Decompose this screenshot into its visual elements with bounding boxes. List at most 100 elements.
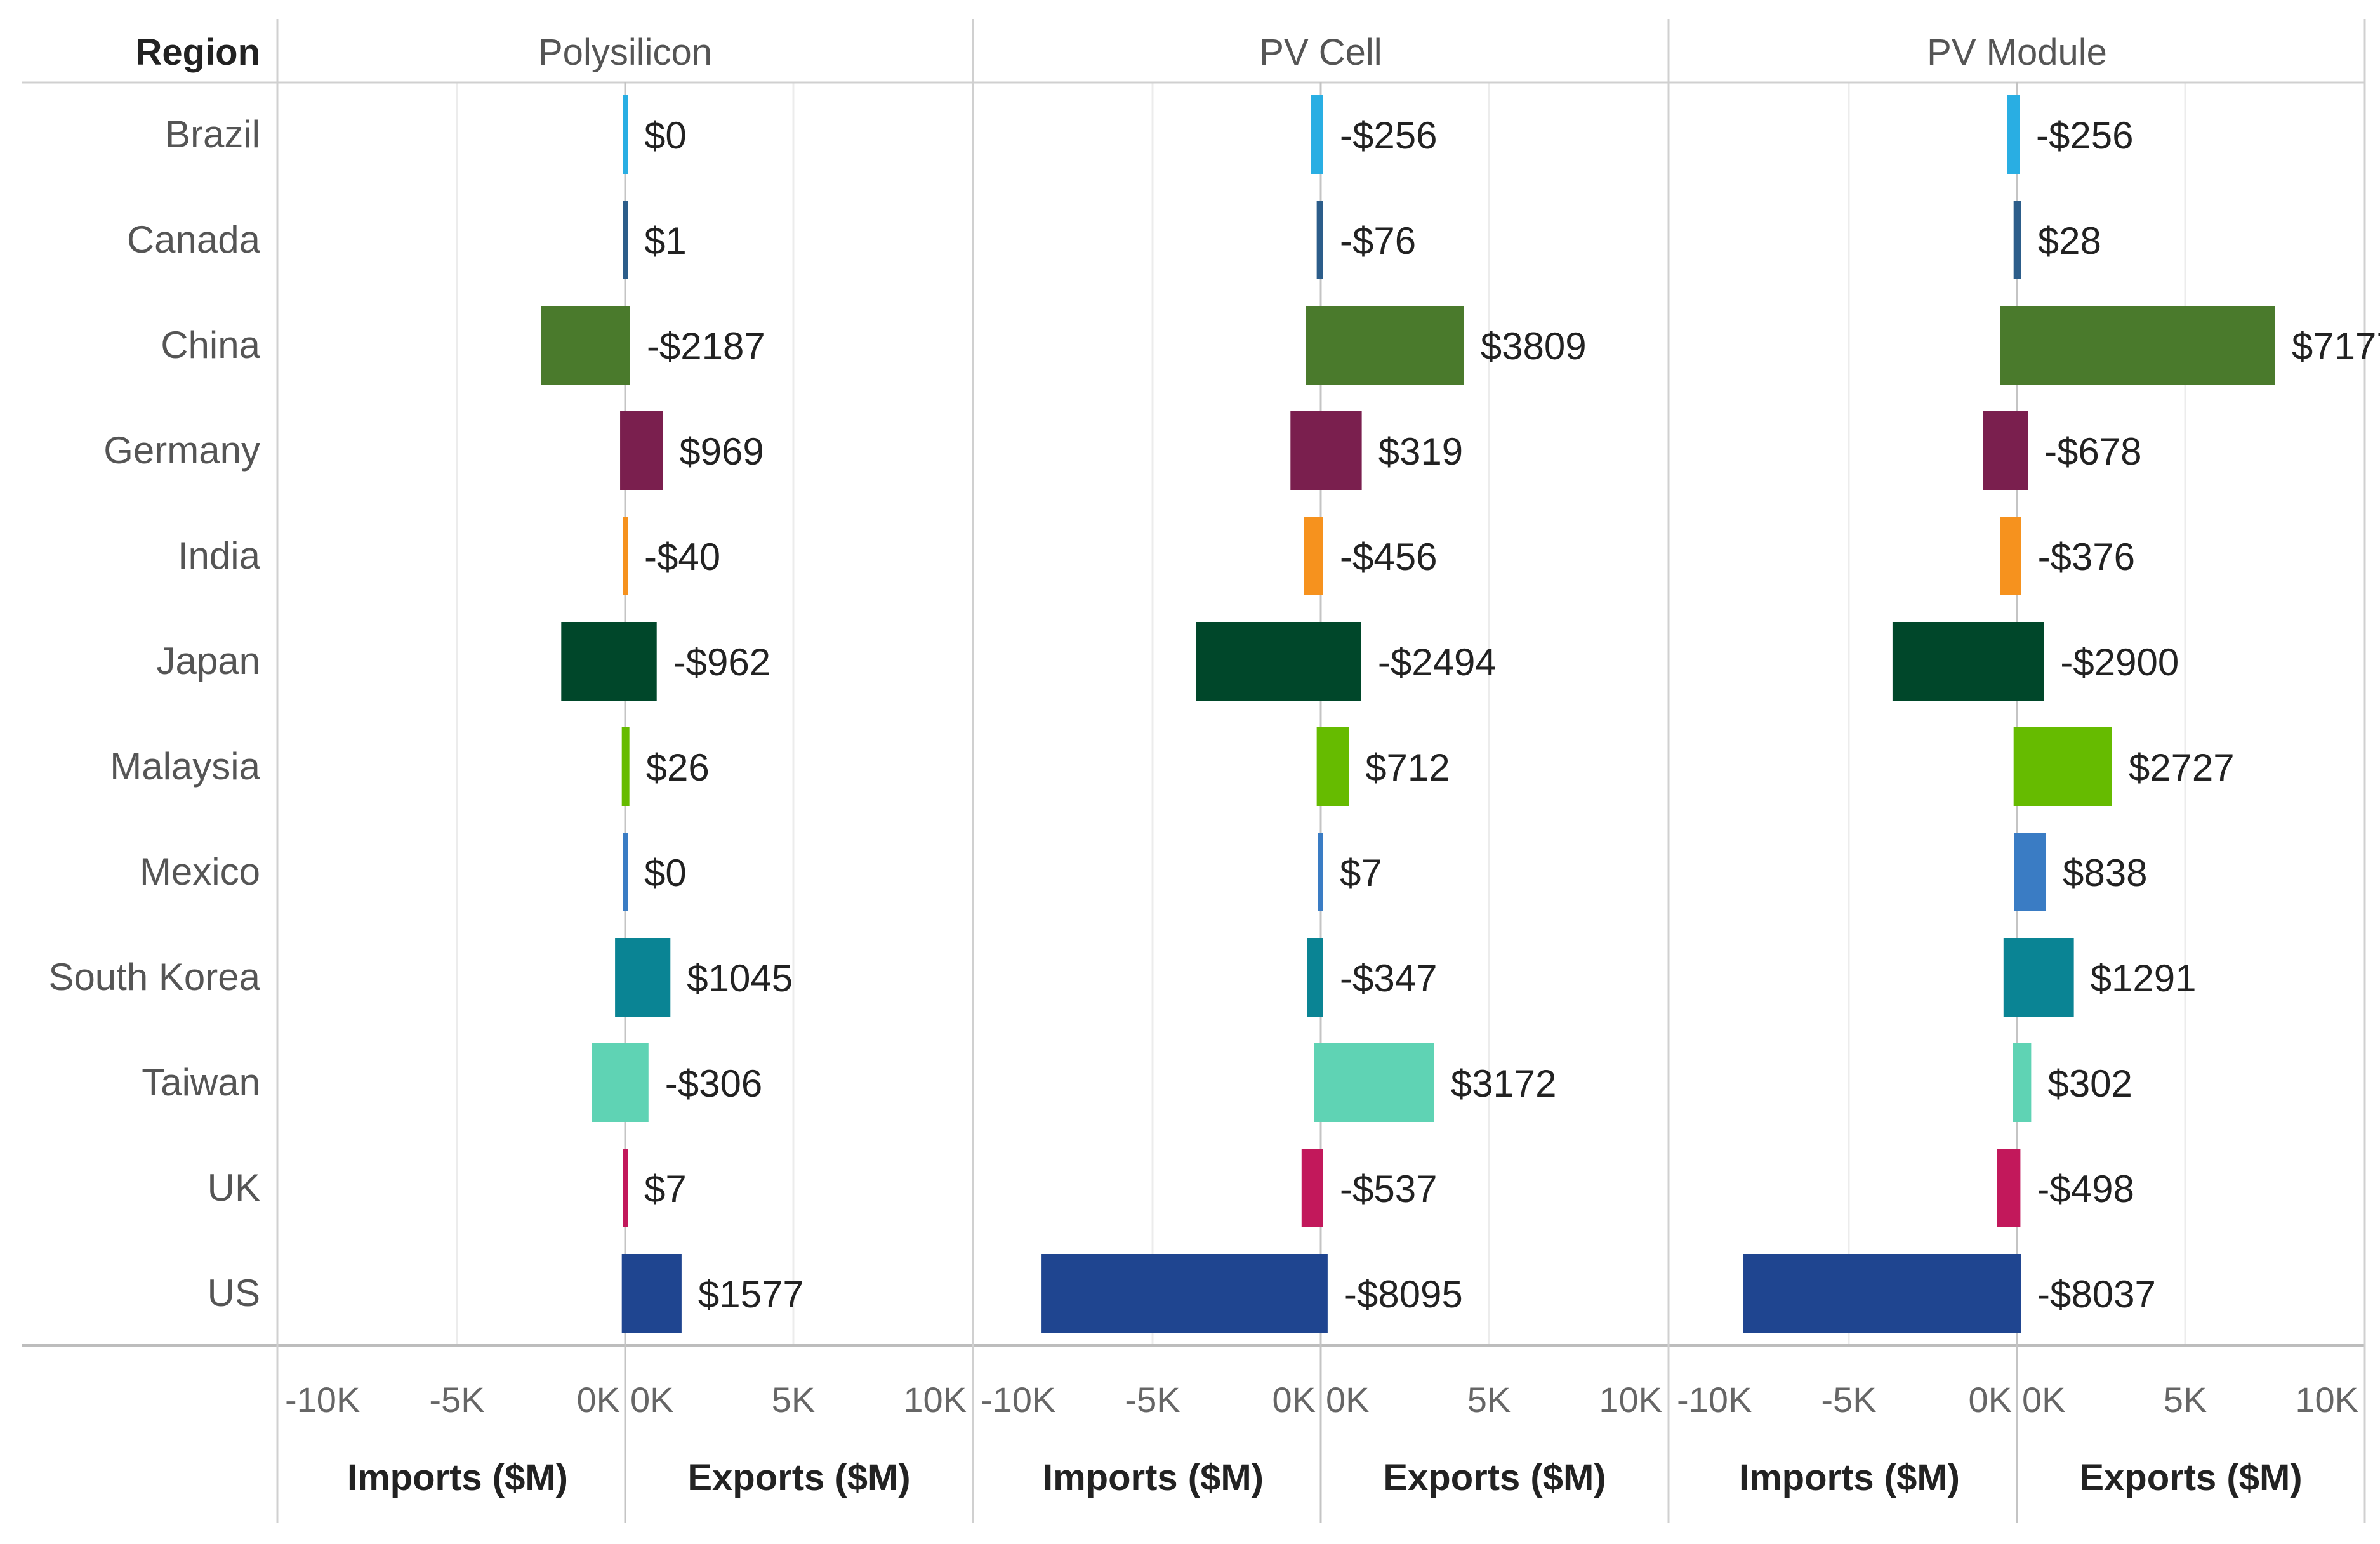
import-bar — [620, 411, 625, 490]
data-label: $0 — [644, 114, 687, 157]
export-bar — [2017, 1149, 2021, 1227]
data-label: $712 — [1365, 746, 1450, 789]
import-bar — [1316, 201, 1321, 279]
data-label: -$76 — [1340, 220, 1416, 262]
export-bar — [1321, 1149, 1323, 1227]
data-label: -$256 — [2036, 114, 2133, 157]
row-label: Canada — [127, 218, 261, 261]
export-bar — [2017, 306, 2275, 385]
export-bar — [2017, 622, 2044, 701]
data-label: -$2187 — [647, 325, 765, 367]
tick-label: -10K — [1677, 1380, 1752, 1420]
export-bar — [2017, 1254, 2021, 1333]
exports-axis-label: Exports ($M) — [1383, 1457, 1606, 1498]
data-label: $1577 — [698, 1273, 804, 1316]
import-bar — [621, 727, 625, 806]
row-label: Brazil — [165, 113, 260, 155]
export-bar — [2017, 833, 2047, 911]
import-bar — [615, 938, 625, 1017]
row-header: Region — [135, 32, 260, 73]
data-label: $7 — [644, 1168, 687, 1210]
export-bar — [625, 1043, 649, 1122]
export-bar — [625, 1149, 628, 1227]
export-bar — [625, 517, 628, 595]
row-label: Japan — [157, 640, 260, 682]
import-bar — [1892, 622, 2017, 701]
panel-title: Polysilicon — [538, 32, 712, 73]
data-label: $0 — [644, 852, 687, 894]
tick-label: -10K — [981, 1380, 1055, 1420]
tick-label: -10K — [285, 1380, 360, 1420]
import-bar — [623, 1149, 625, 1227]
import-bar — [1304, 517, 1321, 595]
import-bar — [2013, 201, 2017, 279]
data-label: $1045 — [687, 957, 793, 1000]
data-label: $7177 — [2292, 325, 2380, 367]
tick-label: 5K — [2164, 1380, 2207, 1420]
export-bar — [625, 95, 628, 174]
export-bar — [2017, 727, 2112, 806]
export-bar — [1321, 95, 1323, 174]
tick-label: -5K — [1821, 1380, 1876, 1420]
tick-label: 0K — [1969, 1380, 2013, 1420]
export-bar — [2017, 938, 2074, 1017]
export-bar — [2017, 201, 2021, 279]
import-bar — [2014, 833, 2017, 911]
export-bar — [625, 727, 630, 806]
data-label: -$962 — [673, 641, 770, 683]
import-bar — [2003, 938, 2017, 1017]
import-bar — [623, 95, 625, 174]
data-label: $969 — [679, 430, 764, 473]
export-bar — [625, 938, 671, 1017]
tick-label: 5K — [1467, 1380, 1511, 1420]
import-bar — [1983, 411, 2017, 490]
data-label: -$678 — [2044, 430, 2141, 473]
export-bar — [625, 833, 628, 911]
export-bar — [625, 201, 628, 279]
data-label: $3172 — [1451, 1062, 1557, 1105]
tick-label: 0K — [1326, 1380, 1370, 1420]
import-bar — [1743, 1254, 2017, 1333]
data-label: -$537 — [1340, 1168, 1437, 1210]
panel-title: PV Cell — [1259, 32, 1382, 73]
export-bar — [1321, 622, 1361, 701]
export-bar — [625, 1254, 682, 1333]
export-bar — [1321, 1043, 1434, 1122]
data-label: -$256 — [1340, 114, 1437, 157]
data-label: $838 — [2063, 852, 2147, 894]
import-bar — [621, 1254, 625, 1333]
row-label: Malaysia — [110, 745, 260, 788]
import-bar — [1290, 411, 1321, 490]
row-label: India — [178, 534, 261, 577]
tick-label: 10K — [1599, 1380, 1662, 1420]
export-bar — [1321, 1254, 1328, 1333]
panel-title: PV Module — [1927, 32, 2107, 73]
import-bar — [2000, 517, 2017, 595]
import-bar — [623, 201, 625, 279]
import-bar — [2007, 95, 2017, 174]
tick-label: 10K — [903, 1380, 967, 1420]
row-label: US — [208, 1272, 260, 1314]
export-bar — [1321, 517, 1323, 595]
import-bar — [1311, 95, 1321, 174]
export-bar — [1321, 833, 1323, 911]
tick-label: 10K — [2295, 1380, 2358, 1420]
export-bar — [2017, 411, 2028, 490]
import-bar — [1316, 727, 1321, 806]
row-label: China — [161, 324, 260, 366]
row-label: UK — [208, 1166, 260, 1209]
row-label: South Korea — [48, 956, 260, 998]
export-bar — [625, 306, 630, 385]
export-bar — [1321, 938, 1323, 1017]
tick-label: 0K — [1273, 1380, 1316, 1420]
import-bar — [623, 833, 625, 911]
imports-axis-label: Imports ($M) — [1043, 1457, 1264, 1498]
tick-label: 0K — [630, 1380, 674, 1420]
import-bar — [1307, 938, 1321, 1017]
export-bar — [1321, 727, 1349, 806]
data-label: -$40 — [644, 536, 720, 578]
import-bar — [1997, 1149, 2017, 1227]
import-bar — [1318, 833, 1321, 911]
data-label: -$8037 — [2037, 1273, 2156, 1316]
